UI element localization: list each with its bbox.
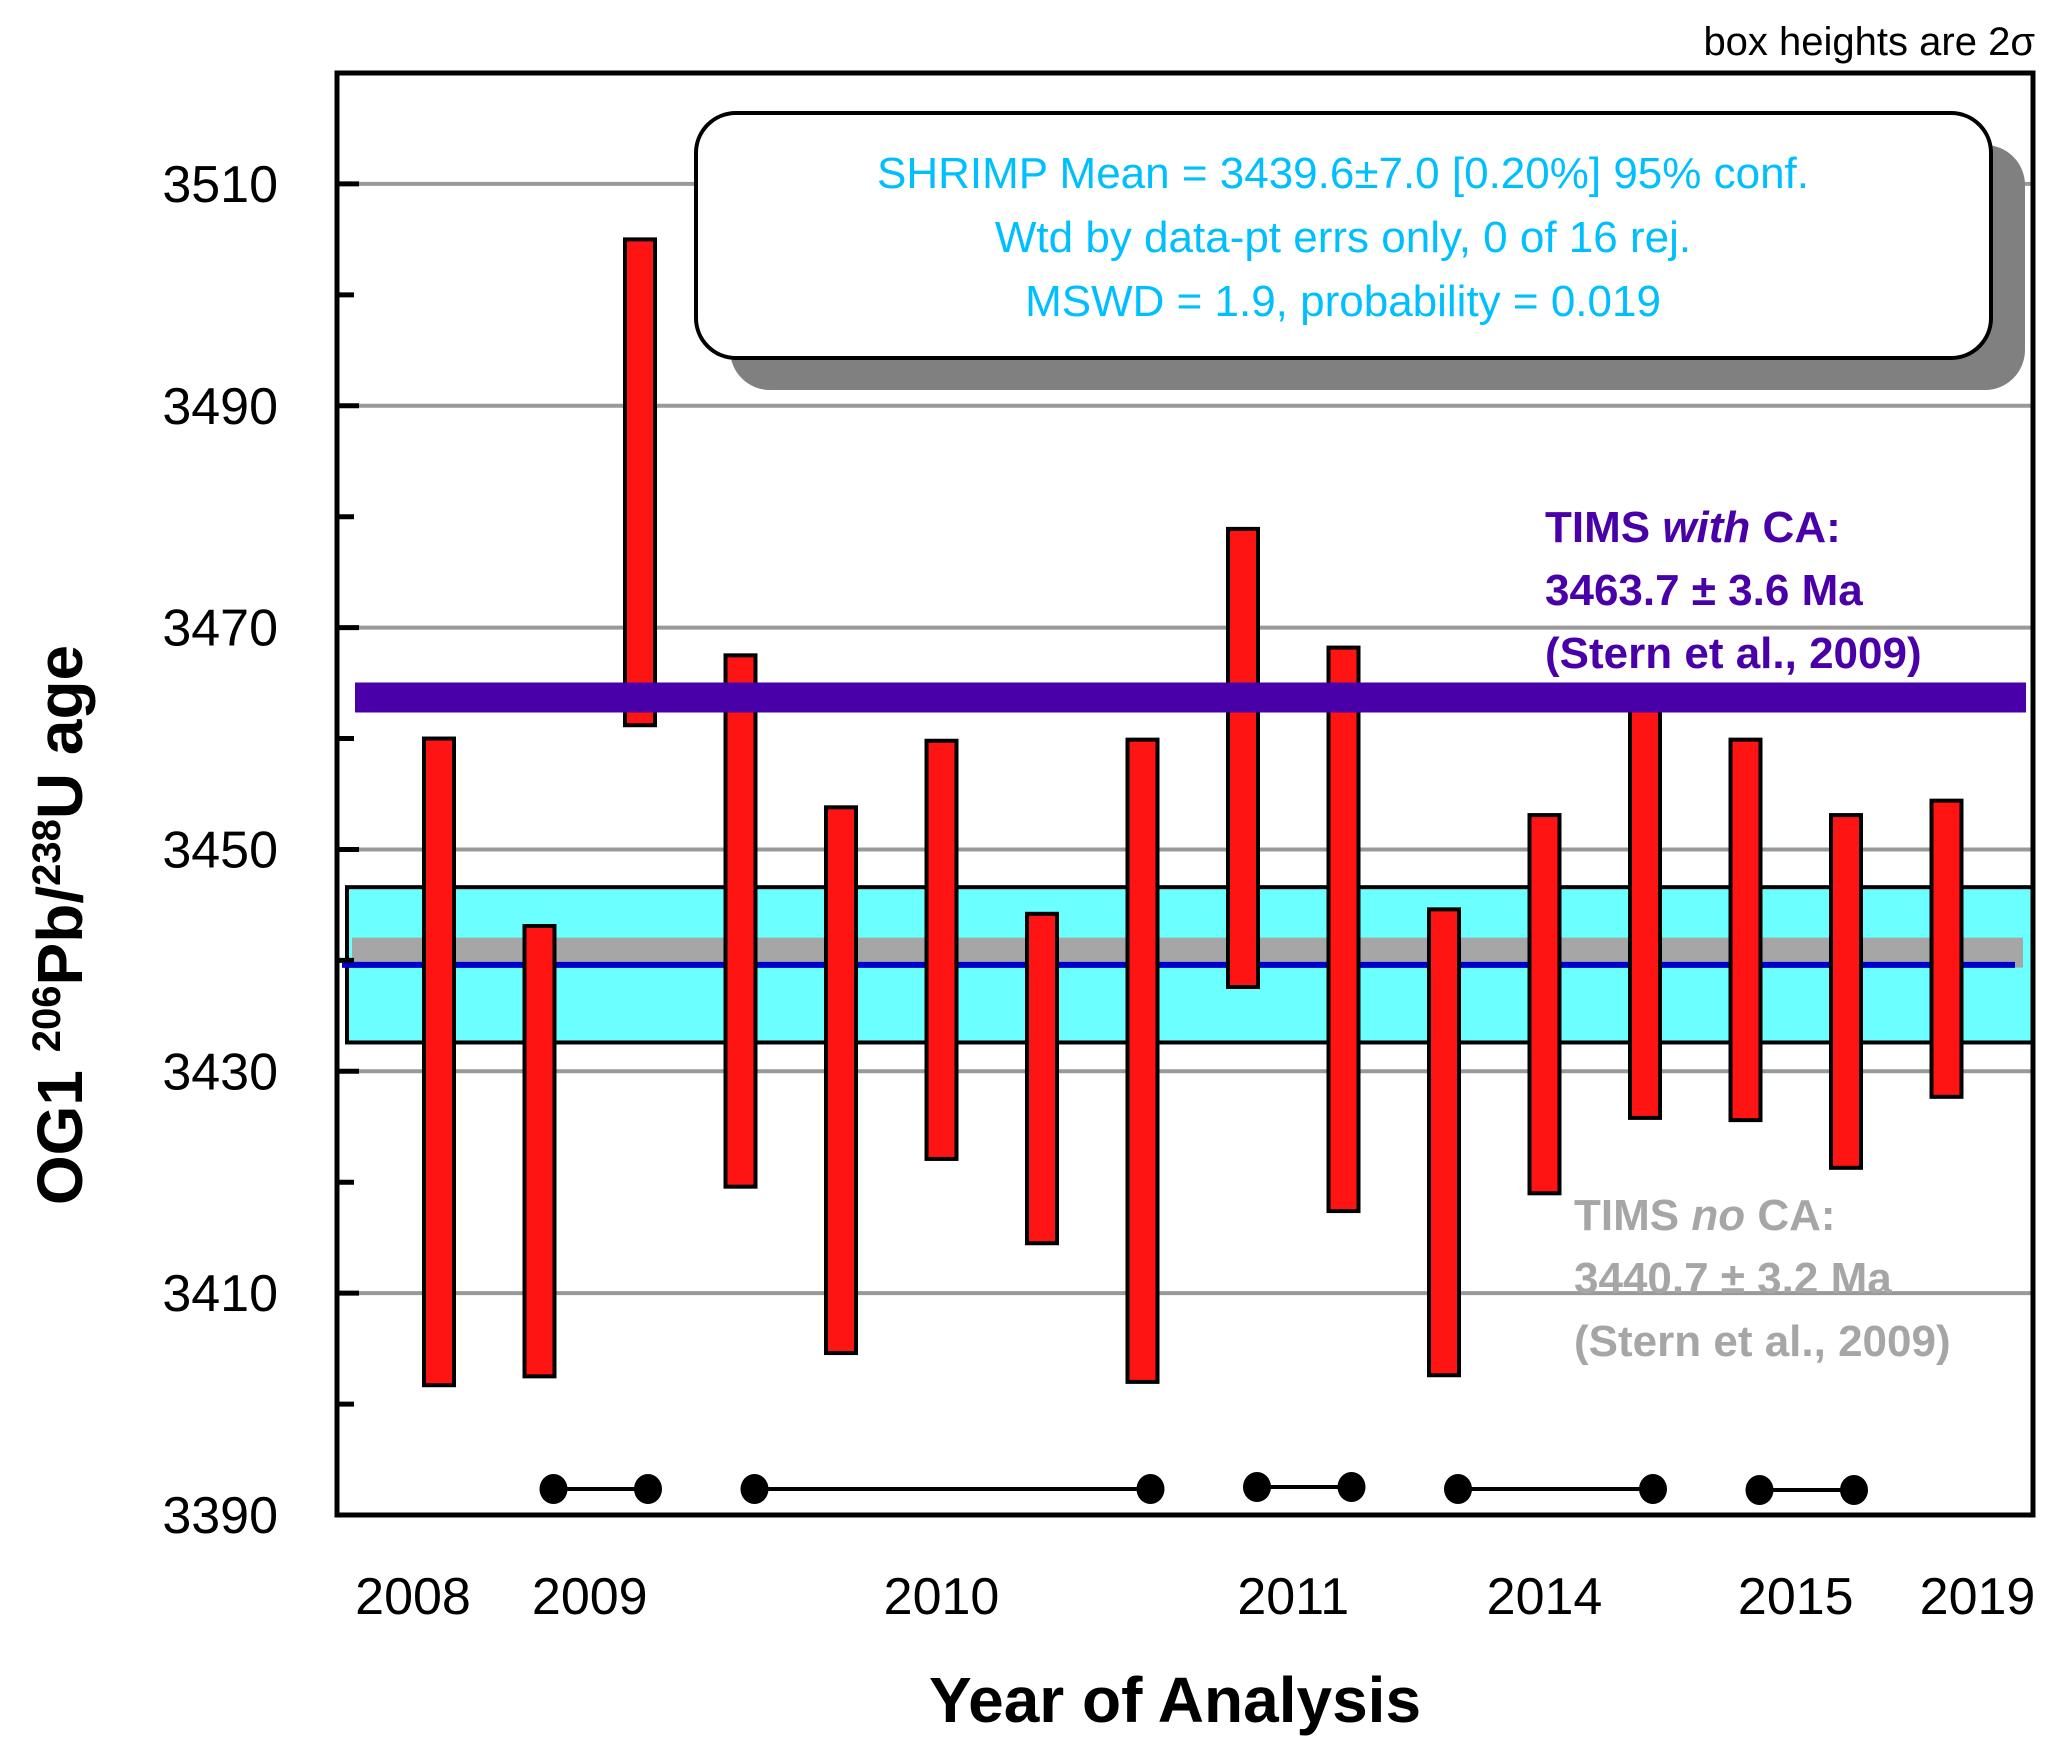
x-tick-labels: 2008 2009 2010 2011 2014 2015 2019 (355, 1568, 2035, 1626)
data-box (623, 237, 657, 728)
x-tick-label: 2010 (884, 1568, 1000, 1626)
data-boxes (422, 237, 1964, 1388)
data-box (1929, 798, 1964, 1099)
y-tick-label: 3450 (162, 821, 278, 879)
data-box (824, 805, 858, 1356)
data-box (1326, 645, 1361, 1214)
tims-with-ca-citation: (Stern et al., 2009) (1545, 629, 1922, 678)
data-box (1025, 911, 1059, 1246)
data-box (1226, 526, 1260, 990)
y-tick-label: 3470 (162, 600, 278, 658)
tims-with-ca-line (355, 682, 2026, 713)
y-axis-ticks (337, 181, 359, 1518)
tims-with-ca-annotation: TIMS with CA: 3463.7 ± 3.6 Ma (Stern et … (1545, 503, 1922, 678)
legend-line-2: Wtd by data-pt errs only, 0 of 16 rej. (995, 213, 1691, 262)
y-tick-label: 3510 (162, 156, 278, 214)
plot-frame (334, 70, 2036, 1518)
data-box (924, 738, 959, 1161)
year-group-start-dot (1745, 1475, 1774, 1505)
tims-with-ca-title: TIMS with CA: (1545, 503, 1841, 552)
data-box (1125, 737, 1160, 1384)
y-axis-title: OG1 206Pb/238U age (24, 645, 96, 1205)
year-group-start-dot (1444, 1474, 1472, 1504)
year-group-end-dot (1840, 1475, 1868, 1505)
x-tick-label: 2009 (532, 1568, 648, 1626)
y-tick-label: 3490 (162, 378, 278, 436)
data-box (723, 653, 758, 1189)
data-box (422, 736, 456, 1388)
tims-no-ca-value: 3440.7 ± 3.2 Ma (1574, 1254, 1892, 1303)
y-tick-labels: 3390 3410 3430 3450 3470 3490 3510 (162, 156, 278, 1545)
legend-line-3: MSWD = 1.9, probability = 0.019 (1025, 277, 1661, 326)
x-tick-label: 2014 (1487, 1568, 1603, 1626)
x-tick-label: 2011 (1237, 1568, 1349, 1626)
box-heights-note: box heights are 2σ (1703, 20, 2035, 64)
tims-no-ca-title: TIMS no CA: (1574, 1191, 1836, 1240)
year-group-end-dot (1639, 1474, 1667, 1504)
data-box (1728, 737, 1763, 1123)
y-tick-label: 3410 (162, 1265, 278, 1323)
x-tick-label: 2019 (1920, 1568, 2036, 1626)
y-tick-label: 3390 (162, 1487, 278, 1545)
year-group-start-dot (539, 1474, 568, 1504)
legend: SHRIMP Mean = 3439.6±7.0 [0.20%] 95% con… (694, 111, 2025, 390)
legend-line-1: SHRIMP Mean = 3439.6±7.0 [0.20%] 95% con… (877, 149, 1809, 198)
data-box (1628, 703, 1662, 1120)
data-box (1527, 813, 1562, 1196)
year-group-start-dot (740, 1474, 769, 1504)
year-group-end-dot (1337, 1472, 1366, 1502)
legend-box (694, 111, 1993, 360)
tims-no-ca-annotation: TIMS no CA: 3440.7 ± 3.2 Ma (Stern et al… (1574, 1191, 1951, 1366)
year-group-end-dot (634, 1474, 662, 1504)
data-box (522, 923, 557, 1379)
data-box (1427, 907, 1461, 1378)
year-group-end-dot (1136, 1474, 1165, 1504)
x-axis-title: Year of Analysis (929, 1664, 1421, 1736)
data-box (1829, 813, 1863, 1170)
year-group-start-dot (1243, 1472, 1271, 1502)
year-group-markers (539, 1472, 1868, 1505)
tims-no-ca-citation: (Stern et al., 2009) (1574, 1317, 1951, 1366)
tims-with-ca-value: 3463.7 ± 3.6 Ma (1545, 566, 1863, 615)
x-tick-label: 2015 (1738, 1568, 1854, 1626)
x-tick-label: 2008 (355, 1568, 471, 1626)
y-tick-label: 3430 (162, 1043, 278, 1101)
